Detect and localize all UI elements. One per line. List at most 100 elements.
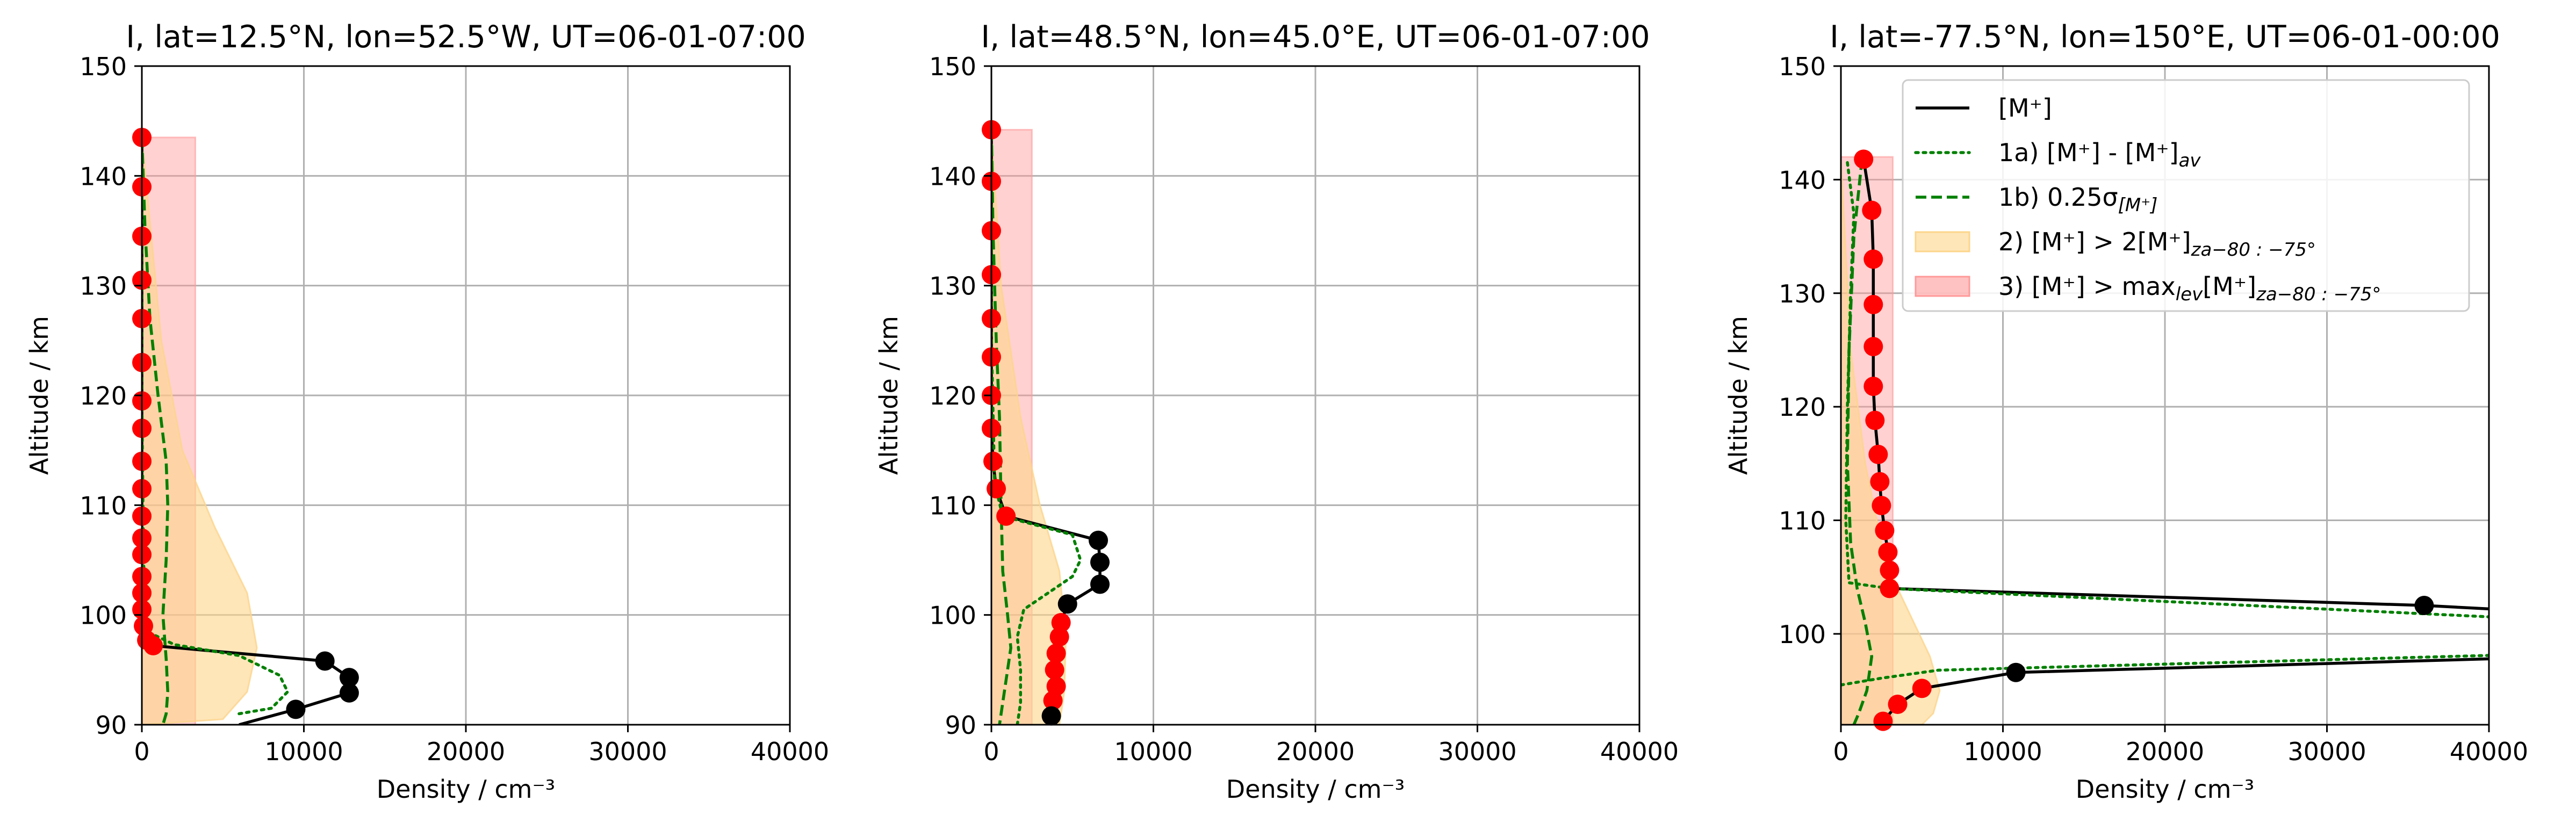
criterion-1b-line <box>991 129 1012 725</box>
outlier-point <box>1862 200 1882 220</box>
legend-swatch-patch <box>1915 231 1970 252</box>
outlier-point <box>1888 694 1908 714</box>
data-point <box>2414 596 2434 616</box>
data-point <box>286 699 306 719</box>
chart-title: I, lat=48.5°N, lon=45.0°E, UT=06-01-07:0… <box>981 19 1650 55</box>
outlier-point <box>1880 560 1899 580</box>
outlier-point <box>1043 691 1063 711</box>
outlier-point <box>1868 444 1888 464</box>
outlier-point <box>1872 496 1891 516</box>
y-tick-label: 110 <box>929 491 976 520</box>
y-tick-label: 120 <box>929 381 976 410</box>
y-axis-label: Altitude / km <box>874 316 903 475</box>
outlier-point <box>1873 711 1893 731</box>
chart-panel-2: 0 10000 20000 30000 40000 90 100 110 120 130 140 15… <box>874 19 1679 804</box>
grid <box>990 65 1640 726</box>
x-tick-label: 10000 <box>1963 737 2042 766</box>
y-tick-label: 110 <box>80 491 127 520</box>
criterion-1a-line <box>142 136 290 716</box>
y-tick-label: 140 <box>80 162 127 191</box>
y-tick-label: 100 <box>80 601 127 630</box>
criterion-1a-line <box>1841 654 2489 687</box>
outlier-point <box>1880 579 1899 598</box>
x-tick-label: 20000 <box>427 737 505 766</box>
y-tick-label: 100 <box>1779 620 1826 649</box>
y-tick-label: 150 <box>80 52 127 81</box>
y-tick-label: 90 <box>95 711 127 740</box>
outlier-point <box>1051 612 1071 632</box>
y-tick-label: 130 <box>1779 279 1826 308</box>
outlier-point <box>1046 644 1066 663</box>
x-tick-label: 0 <box>983 737 999 766</box>
legend-box <box>1902 79 2470 312</box>
y-tick-label: 150 <box>929 52 976 81</box>
x-axis-label: Density / cm⁻³ <box>2076 775 2254 804</box>
outlier-point <box>1912 679 1932 698</box>
outlier-point <box>1865 410 1885 430</box>
legend: [M⁺] 1a) [M⁺] - [M⁺]av 1b) 0.25σ[M⁺] 2) [M⁺… <box>1902 79 2470 312</box>
y-axis-label: Altitude / km <box>1724 316 1753 475</box>
legend-label-5: 3) [M⁺] > maxlev[M⁺]za−80 : −75° <box>1998 272 2381 305</box>
x-tick-label: 20000 <box>1276 737 1355 766</box>
chart-panel-3: 0 10000 20000 30000 40000 100 110 120 130 140 150 D… <box>1724 19 2528 804</box>
criterion-1b-line <box>142 137 169 725</box>
criterion-2-fill <box>1841 157 1941 725</box>
y-tick-label: 120 <box>1779 393 1826 422</box>
data-point <box>315 651 335 671</box>
y-tick-label: 130 <box>929 272 976 301</box>
y-tick-label: 140 <box>929 162 976 191</box>
outlier-point <box>1863 249 1883 269</box>
outlier-point <box>987 479 1006 499</box>
x-tick-label: 30000 <box>2287 737 2366 766</box>
data-point <box>1088 530 1108 550</box>
outlier-point <box>1045 660 1064 680</box>
outlier-point <box>1863 337 1883 357</box>
outlier-point <box>1878 542 1898 562</box>
x-tick-label: 0 <box>1833 737 1848 766</box>
y-tick-label: 100 <box>929 601 976 630</box>
data-point <box>1057 594 1077 614</box>
data-point <box>2006 662 2026 682</box>
x-tick-label: 30000 <box>1438 737 1516 766</box>
legend-label-4: 2) [M⁺] > 2[M⁺]za−80 : −75° <box>1998 227 2316 261</box>
data-point <box>1090 574 1110 594</box>
y-tick-label: 120 <box>80 381 127 410</box>
x-tick-label: 40000 <box>751 737 829 766</box>
legend-label-2: 1a) [M⁺] - [M⁺]av <box>1998 138 2201 171</box>
legend-label-1: [M⁺] <box>1998 93 2052 122</box>
y-tick-label: 140 <box>1779 165 1826 194</box>
plot-area <box>142 136 351 725</box>
data-point <box>1090 552 1110 572</box>
y-tick-label: 110 <box>1779 507 1826 536</box>
x-tick-label: 10000 <box>1114 737 1192 766</box>
legend-swatch-patch <box>1915 276 1970 297</box>
x-tick-label: 40000 <box>1600 737 1679 766</box>
chart-title: I, lat=12.5°N, lon=52.5°W, UT=06-01-07:0… <box>126 19 806 55</box>
data-point <box>1041 706 1061 726</box>
m-plus-line <box>1882 657 2489 723</box>
criterion-2-fill <box>142 137 258 725</box>
outlier-point <box>1870 472 1890 492</box>
outlier-point <box>1875 521 1895 540</box>
y-axis-label: Altitude / km <box>25 316 54 475</box>
x-tick-label: 10000 <box>264 737 343 766</box>
outlier-point <box>1863 377 1883 396</box>
chart-panel-1: 0 10000 20000 30000 40000 90 100 110 120 130 140 15… <box>25 19 829 804</box>
x-axis-label: Density / cm⁻³ <box>377 775 555 804</box>
y-tick-label: 130 <box>80 272 127 301</box>
outlier-point <box>1854 149 1874 169</box>
data-point <box>339 683 359 703</box>
x-tick-label: 0 <box>134 737 149 766</box>
y-tick-label: 90 <box>945 711 976 740</box>
x-axis-label: Density / cm⁻³ <box>1226 775 1405 804</box>
plot-area <box>991 128 1102 725</box>
x-tick-label: 40000 <box>2450 737 2528 766</box>
y-tick-label: 150 <box>1779 52 1826 81</box>
data-point <box>339 668 359 688</box>
outlier-point <box>1049 627 1069 647</box>
chart-title: I, lat=-77.5°N, lon=150°E, UT=06-01-00:0… <box>1830 19 2500 55</box>
criterion-1b-line <box>1846 159 1874 725</box>
outlier-point <box>1863 294 1883 314</box>
outlier-point <box>996 506 1016 526</box>
